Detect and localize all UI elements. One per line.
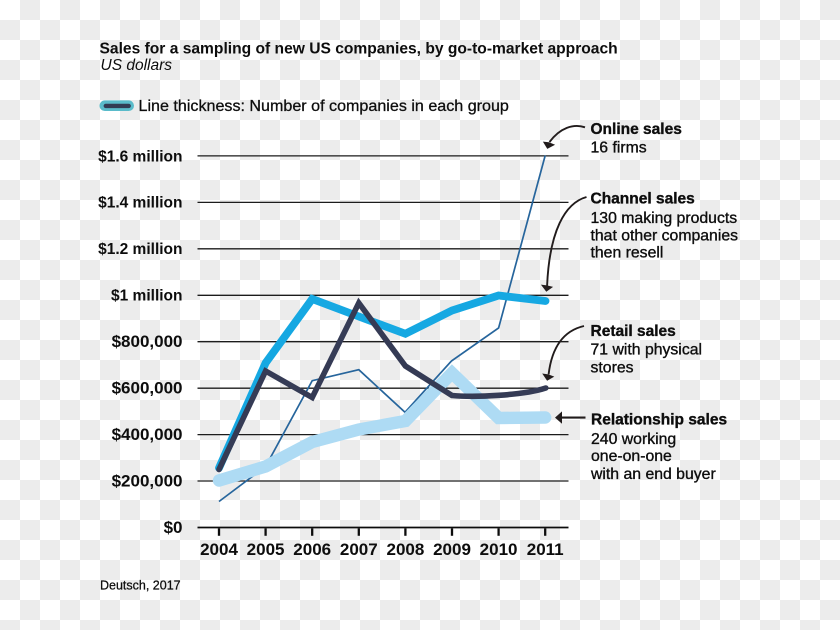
svg-text:$600,000: $600,000 [112, 379, 183, 398]
svg-text:2005: 2005 [247, 540, 285, 559]
svg-text:2008: 2008 [386, 540, 424, 559]
svg-text:Retail sales: Retail sales [591, 323, 676, 340]
svg-text:then resell: then resell [591, 244, 664, 261]
svg-text:$200,000: $200,000 [112, 471, 183, 490]
svg-text:2006: 2006 [293, 540, 331, 559]
svg-text:$1 million: $1 million [111, 288, 183, 305]
svg-text:2011: 2011 [527, 540, 564, 559]
svg-text:US dollars: US dollars [101, 57, 173, 74]
svg-text:240 working: 240 working [591, 431, 676, 448]
svg-text:Deutsch, 2017: Deutsch, 2017 [100, 579, 181, 593]
svg-text:$1.6 million: $1.6 million [98, 148, 182, 165]
svg-text:$1.2 million: $1.2 million [98, 241, 182, 258]
svg-text:Relationship sales: Relationship sales [591, 412, 727, 429]
svg-text:$800,000: $800,000 [112, 332, 183, 351]
svg-text:Line thickness: Number of comp: Line thickness: Number of companies in e… [139, 97, 509, 115]
svg-text:2007: 2007 [340, 540, 378, 559]
svg-text:Online sales: Online sales [591, 121, 682, 138]
svg-text:$1.4 million: $1.4 million [98, 195, 182, 212]
svg-text:one-on-one: one-on-one [591, 448, 672, 465]
svg-text:71 with physical: 71 with physical [591, 342, 703, 359]
svg-text:$0: $0 [164, 518, 183, 537]
svg-text:with an end buyer: with an end buyer [590, 466, 716, 483]
svg-text:Channel sales: Channel sales [591, 190, 695, 207]
svg-text:that other companies: that other companies [591, 227, 739, 244]
svg-text:Sales for a sampling of new US: Sales for a sampling of new US companies… [100, 41, 618, 58]
svg-text:2004: 2004 [200, 540, 238, 559]
svg-text:16 firms: 16 firms [591, 140, 647, 157]
svg-text:130 making products: 130 making products [591, 210, 738, 227]
svg-text:stores: stores [591, 359, 634, 376]
svg-text:$400,000: $400,000 [112, 425, 183, 444]
svg-text:2010: 2010 [480, 540, 518, 559]
svg-text:2009: 2009 [433, 540, 471, 559]
